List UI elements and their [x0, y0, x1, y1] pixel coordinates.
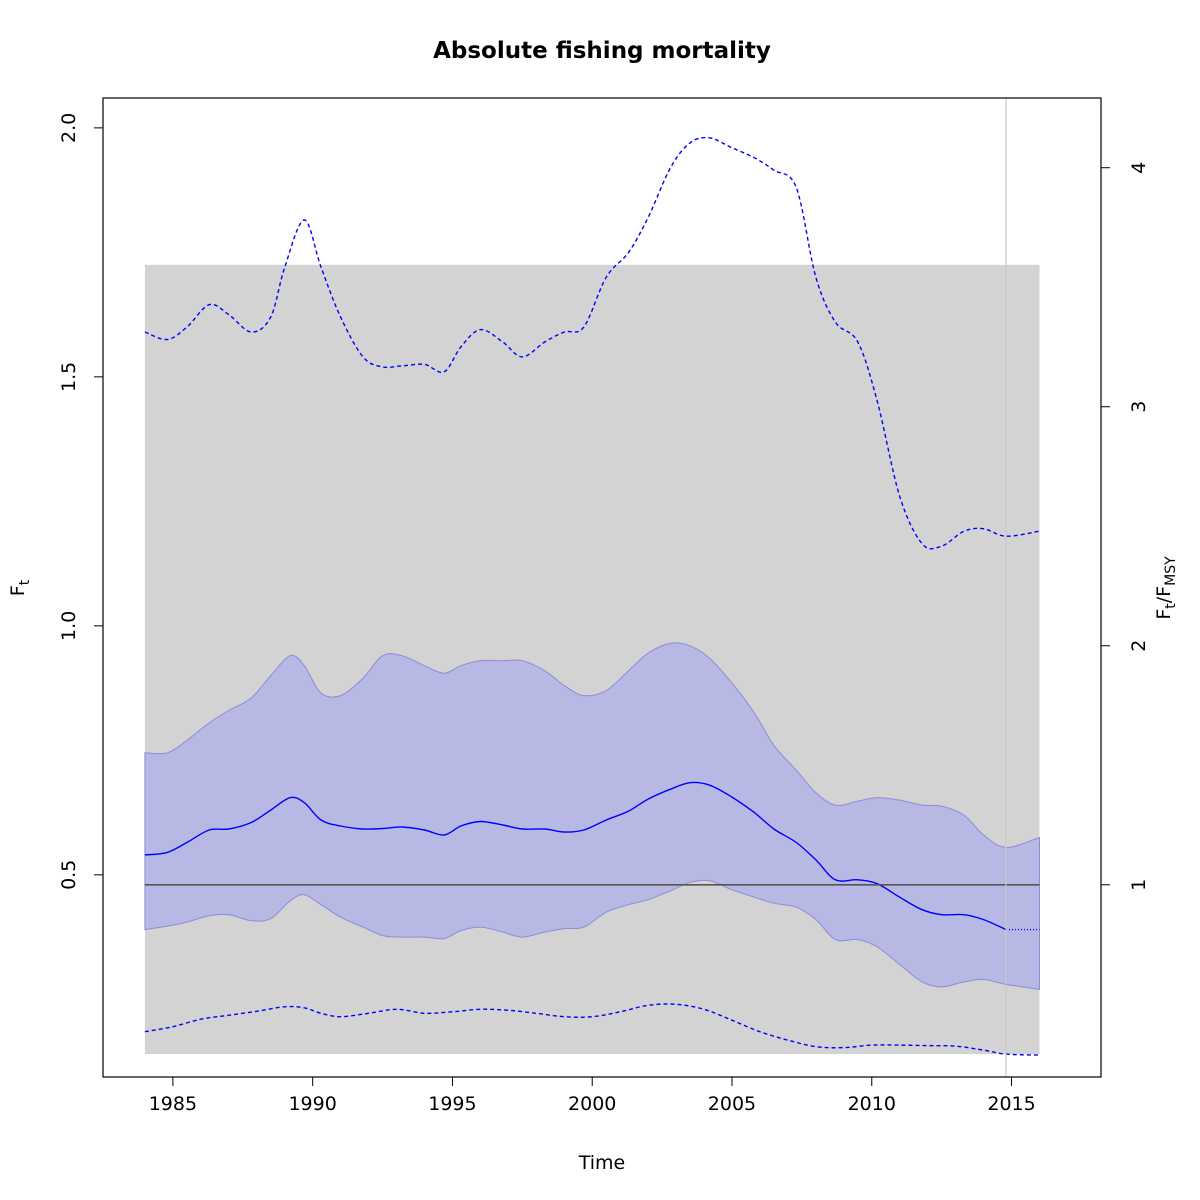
y2-tick-label: 2 — [1128, 640, 1150, 652]
y2-title-num-sub: t — [1163, 603, 1179, 609]
y2-tick-label: 3 — [1128, 401, 1150, 413]
y2-tick-label: 4 — [1128, 162, 1150, 174]
x-axis: 1985 1990 1995 2000 2005 2010 2015 — [149, 1077, 1036, 1115]
y2-title-sep: / — [1153, 596, 1175, 603]
plot-frame — [102, 97, 1102, 1078]
y-axis-title-main: F — [7, 585, 29, 596]
x-tick-label: 2000 — [568, 1093, 616, 1115]
y2-title-num: F — [1153, 609, 1175, 620]
y2-title-den: F — [1153, 586, 1175, 597]
x-axis-title: Time — [578, 1152, 626, 1174]
x-tick-label: 1995 — [428, 1093, 476, 1115]
confidence-band — [144, 642, 1040, 990]
x-tick-label: 2010 — [848, 1093, 896, 1115]
x-tick-label: 1990 — [288, 1093, 336, 1115]
series-layer — [144, 136, 1040, 1056]
y-axis-title-sub: t — [17, 579, 33, 585]
x-tick-label: 1985 — [149, 1093, 197, 1115]
y-axis-title: Ft — [7, 579, 33, 596]
y2-title-den-sub: MSY — [1163, 556, 1179, 586]
y-tick-label: 1.0 — [58, 611, 80, 641]
x-tick-label: 2015 — [987, 1093, 1035, 1115]
y-axis: 0.5 1.0 1.5 2.0 — [58, 113, 103, 890]
y2-axis: 1 2 3 4 — [1101, 162, 1150, 891]
y-tick-label: 0.5 — [58, 860, 80, 890]
y2-tick-label: 1 — [1128, 879, 1150, 891]
x-tick-label: 2005 — [708, 1093, 756, 1115]
y-tick-label: 2.0 — [58, 113, 80, 143]
y2-axis-title: Ft/FMSY — [1153, 556, 1179, 620]
series-line-dashed-2 — [144, 136, 1040, 550]
series-line-solid-0 — [144, 781, 1007, 931]
y-tick-label: 1.5 — [58, 362, 80, 392]
chart-title: Absolute fishing mortality — [433, 38, 771, 64]
